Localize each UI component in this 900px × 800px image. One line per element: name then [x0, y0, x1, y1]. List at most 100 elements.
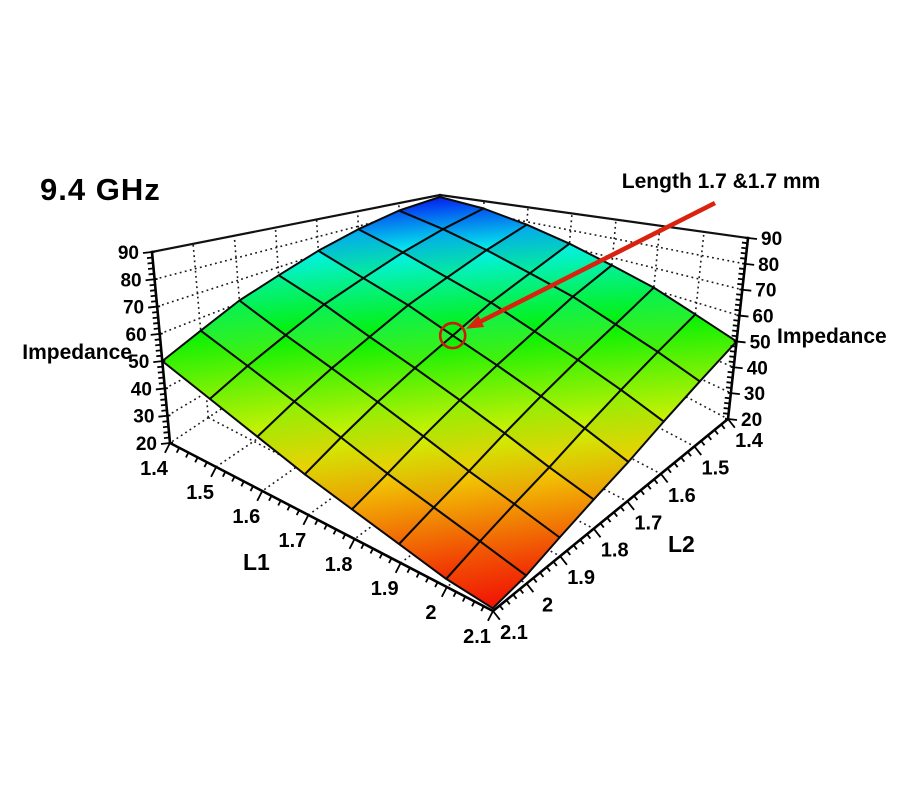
- z-minor-tick: [152, 311, 158, 314]
- z-axis-left: [150, 250, 172, 445]
- x-minor-tick: [194, 456, 199, 463]
- y-tick-label: 1.5: [701, 457, 729, 479]
- y-minor-tick: [646, 484, 652, 490]
- z-minor-tick: [155, 349, 162, 352]
- z-minor-tick: [738, 267, 745, 270]
- y-minor-tick: [599, 522, 605, 529]
- z-tick: [730, 392, 740, 396]
- x-minor-tick: [314, 519, 319, 526]
- x-tick: [394, 562, 402, 574]
- annotation-label: Length 1.7 &1.7 mm: [621, 170, 821, 193]
- surface-mesh: [161, 196, 738, 610]
- annotation-arrowhead-icon: [466, 315, 485, 329]
- z-minor-tick: [154, 338, 161, 341]
- y-minor-tick: [633, 495, 639, 501]
- z-tick-label-left: 50: [128, 352, 149, 373]
- z-minor-tick: [730, 345, 737, 348]
- y-tick: [727, 418, 736, 429]
- z-minor-tick: [740, 252, 747, 255]
- z-minor-tick: [732, 329, 738, 332]
- z-minor-tick: [161, 409, 168, 412]
- z-tick-label-right: 50: [750, 332, 771, 353]
- z-minor-tick: [725, 386, 732, 389]
- y-minor-tick: [512, 593, 518, 600]
- x-minor-tick: [452, 591, 457, 598]
- x-minor-tick: [231, 476, 236, 482]
- z-tick-label-left: 70: [123, 298, 144, 319]
- x-minor-tick: [185, 452, 190, 458]
- x-minor-tick: [286, 504, 291, 511]
- x-minor-tick: [369, 548, 374, 554]
- x-tick-label: 2: [425, 602, 436, 624]
- z-minor-tick: [741, 246, 747, 250]
- z-minor-tick: [722, 412, 729, 415]
- z-tick-label-left: 20: [136, 434, 157, 455]
- x-minor-tick: [342, 533, 347, 540]
- x-minor-tick: [425, 576, 430, 583]
- x-tick: [210, 466, 217, 478]
- x-minor-tick: [277, 500, 282, 506]
- z-axis-label-right: Impedance: [777, 325, 887, 348]
- z-tick: [736, 340, 746, 344]
- x-minor-tick: [415, 572, 420, 578]
- z-minor-tick: [151, 300, 157, 303]
- axes: 202030304040505060607070808090901.41.51.…: [118, 229, 782, 648]
- z-minor-tick: [148, 272, 155, 276]
- z-tick: [145, 278, 155, 282]
- x-tick: [440, 586, 448, 598]
- x-minor-tick: [175, 447, 181, 454]
- z-minor-tick: [735, 298, 742, 301]
- x-tick: [487, 610, 494, 622]
- z-minor-tick: [146, 256, 153, 259]
- z-tick-label-right: 30: [744, 384, 765, 405]
- y-minor-tick: [606, 517, 612, 523]
- y-minor-tick: [653, 478, 659, 485]
- x-minor-tick: [203, 461, 208, 468]
- annotation-target-circle: [438, 321, 467, 350]
- x-axis-L1: [168, 441, 495, 613]
- z-minor-tick: [155, 343, 161, 347]
- z-minor-tick: [731, 334, 738, 338]
- y-tick-label: 1.7: [634, 512, 662, 534]
- y-tick: [626, 500, 635, 511]
- y-minor-tick: [613, 511, 618, 518]
- y-minor-tick: [687, 451, 692, 457]
- x-minor-tick: [268, 495, 273, 502]
- z-tick: [160, 442, 171, 445]
- z-minor-tick: [150, 294, 157, 298]
- x-minor-tick: [471, 600, 476, 607]
- z-minor-tick: [733, 319, 739, 322]
- y-minor-tick: [572, 544, 578, 551]
- z-minor-tick: [723, 407, 730, 410]
- y-tick-label: 1.9: [567, 567, 595, 589]
- z-tick-label-left: 60: [126, 325, 147, 346]
- z-minor-tick: [153, 322, 159, 325]
- x-minor-tick: [323, 524, 328, 530]
- y-minor-tick: [546, 566, 551, 572]
- y-tick: [559, 555, 568, 566]
- z-minor-tick: [737, 283, 743, 286]
- y-tick: [492, 610, 501, 621]
- y-tick-label: 2.1: [500, 622, 528, 644]
- z-tick: [142, 251, 153, 254]
- x-axis-label: L1: [243, 549, 270, 575]
- x-tick: [302, 514, 310, 526]
- x-minor-tick: [240, 480, 245, 487]
- z-minor-tick: [734, 303, 741, 307]
- x-tick-label: 1.6: [232, 506, 260, 528]
- surface-cell: [445, 540, 528, 610]
- y-tick: [660, 473, 669, 484]
- x-minor-tick: [480, 605, 485, 612]
- z-tick: [150, 332, 160, 336]
- y-tick-label: 1.8: [601, 540, 629, 562]
- z-minor-tick: [160, 398, 166, 401]
- z-minor-tick: [163, 431, 170, 434]
- z-tick-label-left: 40: [131, 379, 152, 400]
- annotation-arrow-line: [479, 200, 717, 324]
- x-tick-label: 1.4: [140, 458, 169, 480]
- x-minor-tick: [295, 509, 300, 516]
- x-minor-tick: [249, 485, 254, 492]
- z-tick: [158, 414, 168, 418]
- z-minor-tick: [728, 360, 735, 364]
